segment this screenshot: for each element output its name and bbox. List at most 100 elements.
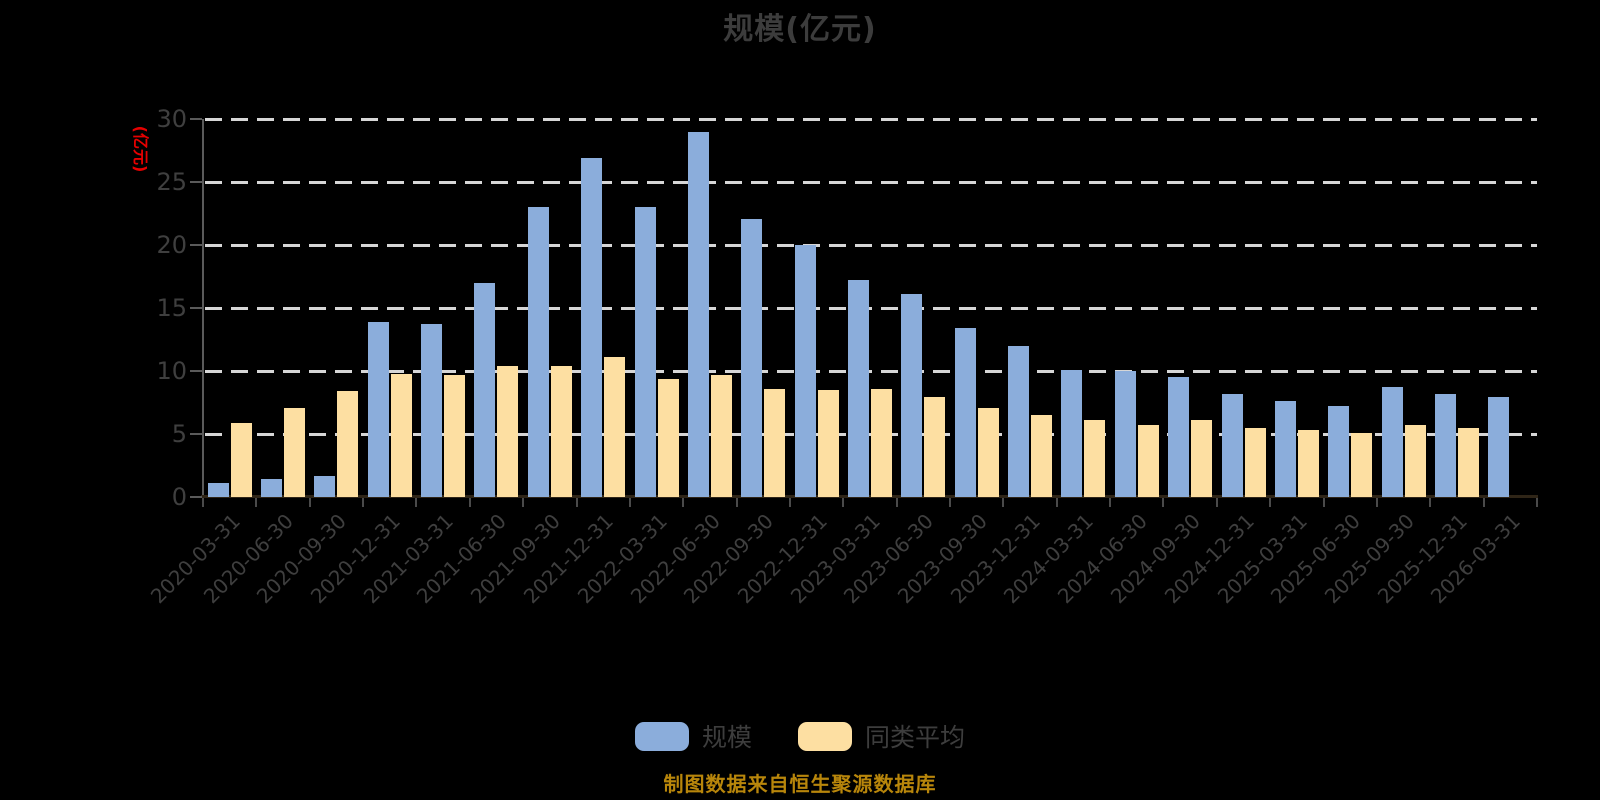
- x-axis-tick: [1215, 498, 1218, 507]
- peer-average-bar: [1457, 427, 1479, 497]
- peer-average-bar: [604, 357, 626, 497]
- peer-average-bar: [924, 397, 946, 497]
- scale-bar: [901, 294, 923, 497]
- peer-average-bar: [390, 373, 412, 497]
- scale-bar: [527, 207, 549, 497]
- x-axis-tick: [1375, 498, 1378, 507]
- scale-bar: [474, 282, 496, 497]
- scale-bar: [1114, 371, 1136, 497]
- y-axis-tick: [190, 496, 202, 498]
- peer-average-bar: [871, 388, 892, 497]
- x-axis-tick: [735, 498, 738, 507]
- scale-bar: [1381, 387, 1403, 497]
- x-axis-tick: [1482, 498, 1485, 507]
- y-tick-label: 20: [156, 231, 187, 259]
- peer-average-bar: [1351, 432, 1373, 497]
- y-axis-tick: [190, 370, 202, 372]
- x-axis-tick: [895, 498, 898, 507]
- peer-average-bar: [337, 391, 359, 497]
- legend-swatch-average[interactable]: [798, 721, 852, 751]
- x-axis-tick: [415, 498, 418, 507]
- x-axis-tick: [522, 498, 525, 507]
- x-axis-tick: [1162, 498, 1165, 507]
- peer-average-bar: [230, 422, 252, 497]
- peer-average-bar: [764, 388, 786, 497]
- x-axis-tick: [468, 498, 471, 507]
- x-axis-tick: [362, 498, 365, 507]
- legend: 规模 同类平均: [0, 718, 1600, 754]
- gridline: [205, 181, 1537, 184]
- y-tick-label: 5: [171, 420, 187, 448]
- scale-bar: [207, 483, 229, 497]
- x-axis-tick: [1002, 498, 1005, 507]
- gridline: [205, 307, 1537, 310]
- y-axis-line: [202, 119, 204, 497]
- scale-bar: [1488, 397, 1510, 497]
- x-axis-tick: [1109, 498, 1112, 507]
- x-axis-tick: [788, 498, 791, 507]
- scale-bar: [634, 207, 656, 497]
- scale-bar: [261, 479, 283, 497]
- gridline: [205, 370, 1537, 373]
- chart-title: 规模(亿元): [723, 12, 877, 47]
- data-source-note: 制图数据来自恒生聚源数据库: [663, 772, 937, 796]
- x-axis-tick: [628, 498, 631, 507]
- peer-average-bar: [444, 374, 466, 497]
- peer-average-bar: [1191, 420, 1213, 497]
- legend-label-scale[interactable]: 规模: [701, 723, 752, 752]
- legend-swatch-scale[interactable]: [634, 721, 689, 751]
- peer-average-bar: [657, 378, 679, 497]
- y-tick-label: 0: [171, 483, 187, 511]
- x-axis-tick: [842, 498, 845, 507]
- peer-average-bar: [284, 407, 306, 497]
- peer-average-bar: [1404, 425, 1426, 497]
- x-axis-tick: [1055, 498, 1058, 507]
- x-axis-tick: [1322, 498, 1325, 507]
- scale-bar: [1221, 393, 1243, 497]
- y-tick-label: 25: [156, 168, 187, 196]
- scale-bar: [367, 321, 389, 497]
- x-axis-tick: [949, 498, 952, 507]
- y-tick-label: 15: [156, 294, 187, 322]
- peer-average-bar: [1137, 425, 1159, 497]
- scale-bar: [848, 280, 869, 497]
- scale-bar: [581, 158, 603, 497]
- x-axis-tick: [1269, 498, 1272, 507]
- scale-bar: [1274, 401, 1296, 497]
- y-axis-tick: [190, 118, 202, 120]
- scale-bar: [1168, 377, 1190, 497]
- x-axis-tick: [308, 498, 311, 507]
- x-axis-tick: [682, 498, 685, 507]
- scale-bar: [1008, 345, 1030, 497]
- plot-area: 0 5 10 15 20 25 30 2020-03-31 2020-06-30 2020-09-…: [145, 105, 1538, 608]
- peer-average-bar: [1031, 415, 1053, 497]
- y-axis-tick: [190, 181, 202, 183]
- legend-label-average[interactable]: 同类平均: [865, 723, 966, 752]
- x-axis-tick: [202, 498, 204, 507]
- y-axis-tick: [190, 307, 202, 309]
- scale-bar: [1328, 406, 1350, 497]
- peer-average-bar: [1297, 430, 1319, 497]
- scale-bar: [314, 475, 336, 497]
- peer-average-bar: [817, 389, 839, 497]
- peer-average-bar: [977, 407, 999, 497]
- peer-average-bar: [1244, 427, 1266, 497]
- gridline: [205, 244, 1537, 247]
- scale-bar: [1434, 393, 1456, 497]
- peer-average-bar: [710, 374, 732, 497]
- x-axis-tick: [1429, 498, 1432, 507]
- scale-bar: [421, 324, 443, 497]
- y-tick-label: 30: [156, 105, 187, 133]
- x-axis-tick: [1536, 498, 1538, 507]
- gridline: [205, 118, 1537, 121]
- y-axis-tick: [190, 433, 202, 435]
- peer-average-bar: [497, 365, 519, 497]
- scale-bar: [954, 328, 976, 497]
- peer-average-bar: [550, 365, 572, 497]
- y-tick-label: 10: [156, 357, 187, 385]
- x-axis-line: [201, 495, 1538, 498]
- y-axis-tick: [190, 244, 202, 246]
- x-axis-tick: [255, 498, 258, 507]
- scale-bar: [1061, 369, 1083, 497]
